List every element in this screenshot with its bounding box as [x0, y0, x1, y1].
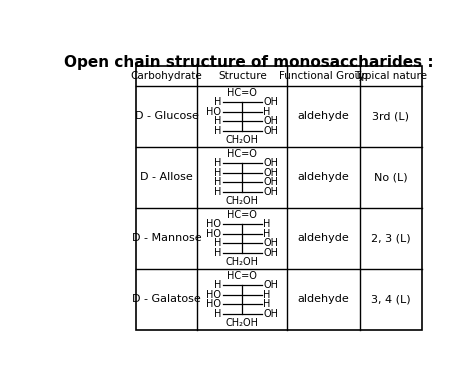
- Text: HO: HO: [206, 290, 221, 300]
- Text: HO: HO: [206, 219, 221, 229]
- Text: H: H: [214, 168, 221, 178]
- Text: OH: OH: [263, 168, 278, 178]
- Text: Typical nature: Typical nature: [355, 71, 428, 81]
- Text: H: H: [263, 219, 271, 229]
- Text: OH: OH: [263, 126, 278, 135]
- Text: aldehyde: aldehyde: [298, 172, 350, 182]
- Text: Carbohydrate: Carbohydrate: [131, 71, 202, 81]
- Text: H: H: [263, 299, 271, 309]
- Text: H: H: [214, 309, 221, 319]
- Text: D - Allose: D - Allose: [140, 172, 193, 182]
- Text: OH: OH: [263, 238, 278, 248]
- Text: H: H: [214, 177, 221, 187]
- Text: Structure: Structure: [218, 71, 267, 81]
- Text: CH₂OH: CH₂OH: [226, 318, 259, 328]
- Text: D - Glucose: D - Glucose: [135, 111, 199, 122]
- Text: H: H: [214, 97, 221, 107]
- Text: H: H: [263, 290, 271, 300]
- Text: OH: OH: [263, 116, 278, 126]
- Text: 3, 4 (L): 3, 4 (L): [371, 294, 410, 304]
- Text: OH: OH: [263, 158, 278, 168]
- Text: H: H: [263, 229, 271, 238]
- Text: HO: HO: [206, 299, 221, 309]
- Text: H: H: [214, 280, 221, 290]
- Text: CH₂OH: CH₂OH: [226, 135, 259, 145]
- Text: OH: OH: [263, 280, 278, 290]
- Text: aldehyde: aldehyde: [298, 233, 350, 243]
- Text: OH: OH: [263, 309, 278, 319]
- Text: CH₂OH: CH₂OH: [226, 257, 259, 267]
- Text: HO: HO: [206, 106, 221, 117]
- Text: HC=O: HC=O: [228, 271, 257, 281]
- Text: CH₂OH: CH₂OH: [226, 196, 259, 206]
- Text: aldehyde: aldehyde: [298, 111, 350, 122]
- Text: HC=O: HC=O: [228, 210, 257, 220]
- Text: aldehyde: aldehyde: [298, 294, 350, 304]
- Text: H: H: [263, 106, 271, 117]
- Text: 2, 3 (L): 2, 3 (L): [371, 233, 410, 243]
- Text: Open chain structure of monosaccharides :: Open chain structure of monosaccharides …: [64, 55, 434, 70]
- Text: Functional Group: Functional Group: [279, 71, 368, 81]
- Text: OH: OH: [263, 186, 278, 196]
- Text: HO: HO: [206, 229, 221, 238]
- Text: D - Mannose: D - Mannose: [132, 233, 201, 243]
- Text: H: H: [214, 126, 221, 135]
- Text: 3rd (L): 3rd (L): [373, 111, 410, 122]
- Text: H: H: [214, 248, 221, 258]
- Text: H: H: [214, 158, 221, 168]
- Text: H: H: [214, 116, 221, 126]
- Text: D - Galatose: D - Galatose: [132, 294, 201, 304]
- Text: No (L): No (L): [374, 172, 408, 182]
- Text: OH: OH: [263, 97, 278, 107]
- Text: HC=O: HC=O: [228, 149, 257, 159]
- Text: HC=O: HC=O: [228, 88, 257, 98]
- Text: H: H: [214, 186, 221, 196]
- Text: OH: OH: [263, 248, 278, 258]
- Text: H: H: [214, 238, 221, 248]
- Text: OH: OH: [263, 177, 278, 187]
- Bar: [136, 66, 421, 330]
